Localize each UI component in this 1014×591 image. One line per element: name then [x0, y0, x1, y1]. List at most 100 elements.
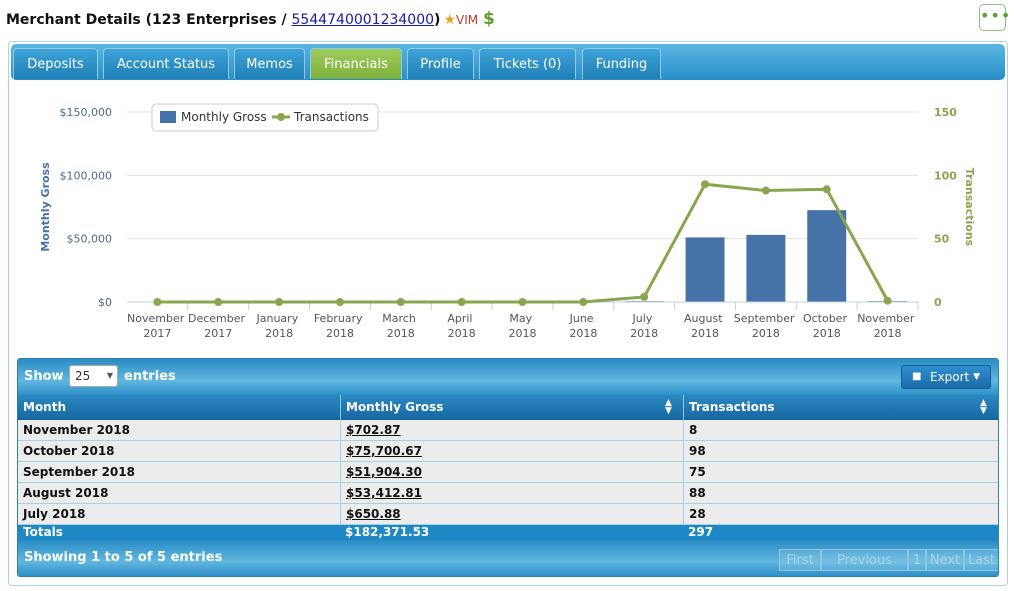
table-row: November 2018 $702.87 8	[18, 420, 998, 441]
line-point	[518, 298, 527, 306]
table-cell[interactable]: $650.88	[340, 504, 683, 524]
legend-swatch	[277, 113, 285, 121]
x-tick-label: December 2017	[188, 312, 249, 340]
totals-cell: $182,371.53	[345, 525, 430, 539]
table-cell[interactable]: $75,700.67	[340, 441, 683, 461]
table-cell: 98	[683, 441, 998, 461]
header-title: Merchant Details (123 Enterprises /	[6, 12, 287, 28]
x-tick-label: July 2018	[630, 312, 658, 340]
x-tick-label: November 2018	[857, 312, 918, 340]
bar	[685, 237, 725, 302]
line-point	[396, 298, 405, 306]
totals-cell: 297	[688, 525, 714, 539]
legend-swatch	[160, 111, 176, 123]
x-tick-label: November 2017	[127, 312, 188, 340]
menu-button[interactable]: •••	[979, 4, 1010, 31]
table-cell: 28	[683, 504, 998, 524]
page-button[interactable]: Next	[926, 549, 964, 571]
y2-tick-label: 150	[934, 106, 957, 119]
table-cell: November 2018	[23, 423, 130, 437]
legend-label: Transactions	[293, 110, 369, 124]
page-button[interactable]: 1	[908, 549, 926, 571]
star-icon: ★	[443, 12, 456, 28]
table-cell: 88	[683, 483, 998, 503]
legend-label: Monthly Gross	[181, 110, 267, 124]
x-tick-label: June 2018	[569, 312, 598, 340]
dollar-icon: $	[482, 9, 495, 29]
tab[interactable]: Profile	[407, 48, 474, 79]
panel	[8, 41, 1008, 586]
line-point	[761, 186, 770, 195]
y2-tick-label: 100	[934, 169, 957, 182]
line-point	[579, 298, 588, 306]
tab[interactable]: Account Status	[103, 48, 229, 79]
tab[interactable]: Financials	[310, 48, 402, 79]
length-select[interactable]: 25 ▼	[69, 365, 118, 387]
column-header[interactable]: Monthly Gross	[340, 395, 683, 420]
data-table: Show 25 ▼ entries Export ▼ ■ Month Monthly Gross…	[17, 358, 999, 577]
tab[interactable]: Deposits	[13, 48, 98, 79]
x-tick-label: October 2018	[803, 312, 851, 340]
y-tick-label: $0	[98, 296, 112, 309]
badge: VIM	[456, 13, 479, 27]
tab[interactable]: Tickets (0)	[479, 48, 576, 79]
save-icon: ■	[912, 371, 922, 382]
x-tick-label: February 2018	[314, 312, 366, 340]
table-cell[interactable]: $702.87	[340, 420, 683, 440]
account-link[interactable]: 5544740001234000	[291, 12, 435, 28]
length-value: 25	[75, 369, 91, 383]
x-tick-label: April 2018	[447, 312, 476, 340]
y2-tick-label: 50	[934, 233, 950, 246]
entries-label: entries	[124, 369, 176, 384]
show-label: Show	[24, 369, 64, 384]
header-close: )	[434, 12, 441, 28]
y2-axis-title: Transactions	[963, 168, 976, 247]
table-cell: 8	[683, 420, 998, 440]
line-point	[701, 180, 710, 189]
x-tick-label: September 2018	[734, 312, 798, 340]
select-arrow: ▼	[106, 371, 113, 380]
table-row: September 2018 $51,904.30 75	[18, 462, 998, 483]
table-info: Showing 1 to 5 of 5 entries	[24, 550, 223, 565]
sort-icon: ▲ ▼	[980, 398, 987, 416]
chart: $0 $50,000 $100,000 $150,000 0 50 100 150 Monthl…	[39, 103, 976, 340]
table-row: August 2018 $53,412.81 88	[18, 483, 998, 504]
y-axis-title: Monthly Gross	[39, 162, 52, 252]
x-tick-label: May 2018	[509, 312, 537, 340]
table-cell[interactable]: $53,412.81	[340, 483, 683, 503]
page-button[interactable]: First	[779, 549, 821, 571]
table-cell: July 2018	[23, 507, 86, 521]
export-button[interactable]: Export ▼ ■	[901, 365, 991, 389]
totals-cell: Totals	[23, 525, 63, 539]
table-cell: October 2018	[23, 444, 115, 458]
x-tick-label: August 2018	[684, 312, 726, 340]
line-point	[883, 296, 892, 305]
column-header[interactable]: Month	[23, 400, 67, 414]
tab[interactable]: Funding	[582, 48, 661, 79]
sort-icon: ▲ ▼	[665, 398, 672, 416]
caret: ▼	[973, 372, 980, 382]
page-button[interactable]: Last	[964, 549, 998, 571]
table-cell: 75	[683, 462, 998, 482]
y2-tick-label: 0	[934, 296, 942, 309]
line-point	[214, 298, 223, 306]
table-cell[interactable]: $51,904.30	[340, 462, 683, 482]
table-row: July 2018 $650.88 28	[18, 504, 998, 525]
line-point	[822, 185, 831, 194]
line-point	[153, 298, 162, 306]
x-tick-label: March 2018	[382, 312, 419, 340]
table-cell: September 2018	[23, 465, 135, 479]
bar	[746, 234, 786, 302]
tab[interactable]: Memos	[234, 48, 305, 79]
column-header[interactable]: Transactions	[683, 395, 998, 420]
line-point	[275, 298, 284, 306]
tab-bar: Deposits Account Status Memos Financials Pro…	[11, 44, 1005, 80]
page-button[interactable]: Previous	[821, 549, 908, 571]
table-footer: Showing 1 to 5 of 5 entries First Previous…	[18, 540, 998, 576]
y-tick-label: $100,000	[60, 169, 113, 182]
line-point	[457, 298, 466, 306]
y-tick-label: $50,000	[67, 233, 113, 246]
table-toolbar: Show 25 ▼ entries Export ▼ ■	[18, 359, 998, 395]
header-row: Month Monthly Gross ▲ ▼ Transactions ▲ ▼	[18, 395, 998, 420]
